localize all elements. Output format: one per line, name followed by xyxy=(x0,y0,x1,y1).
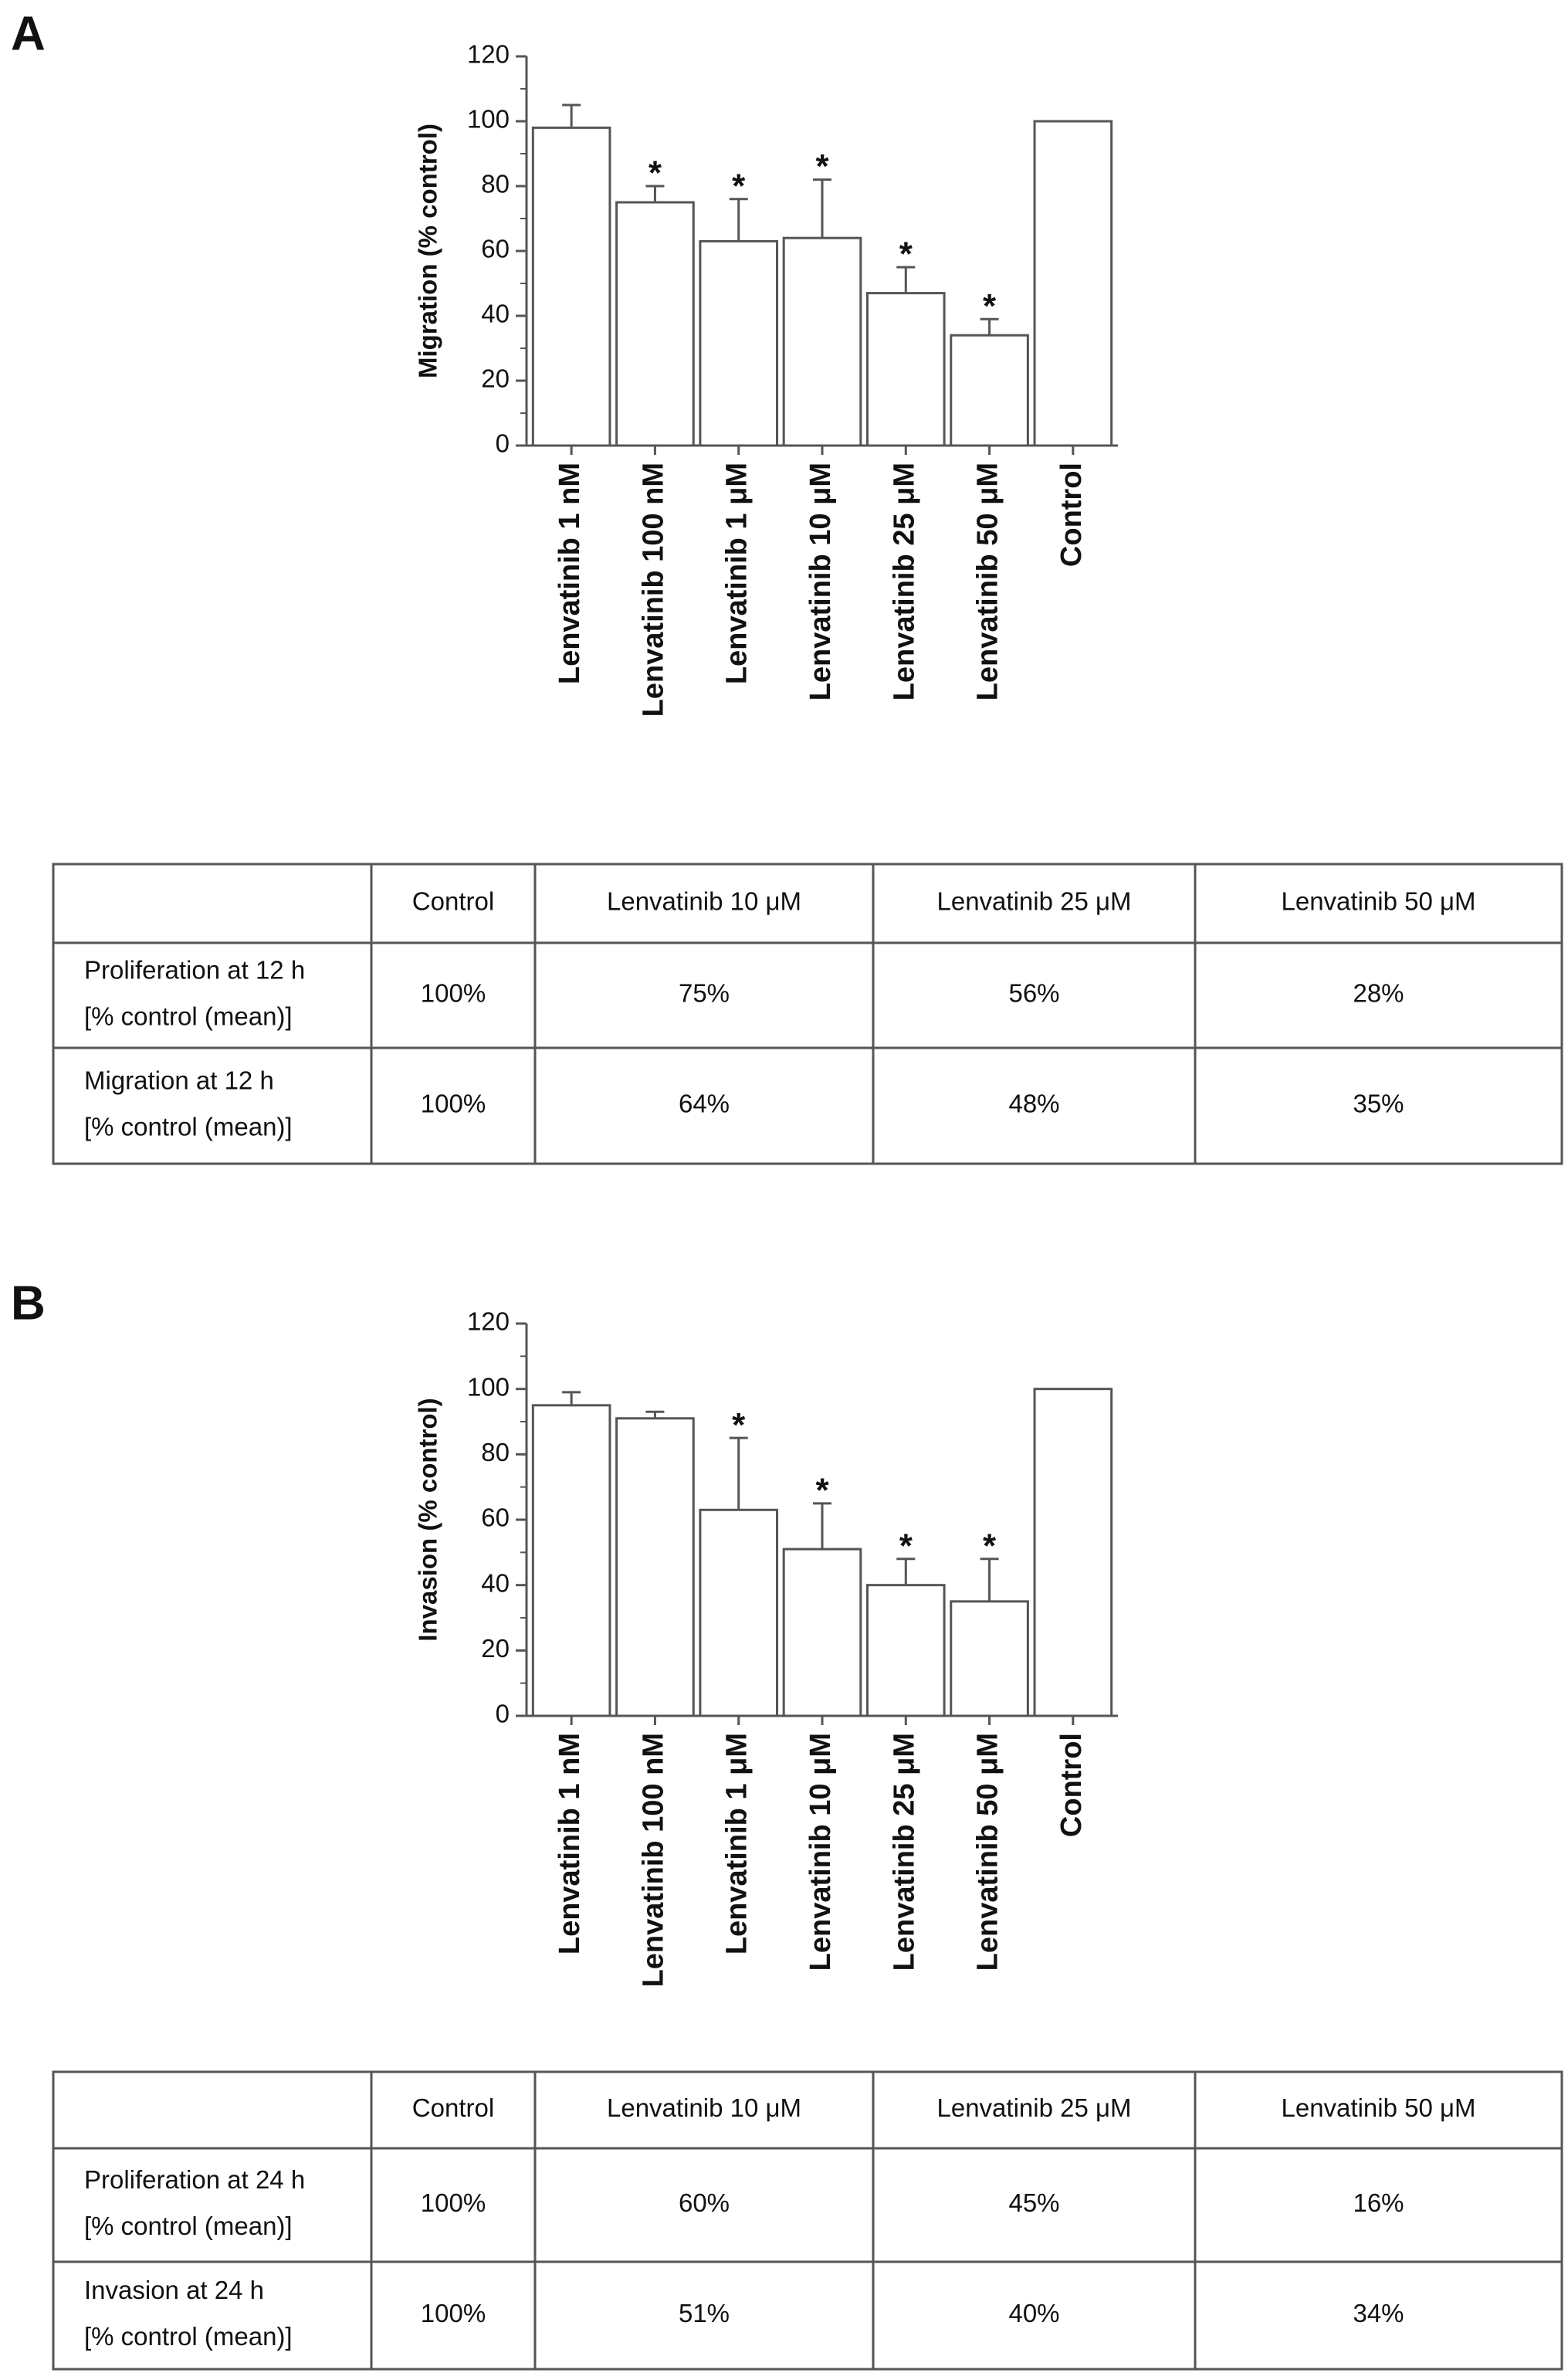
table-cell: 45% xyxy=(1008,2188,1059,2217)
x-tick-label: Lenvatinib 25 μM xyxy=(888,463,920,700)
x-tick-label: Lenvatinib 100 nM xyxy=(637,1733,669,1987)
table-cell: 64% xyxy=(679,1090,730,1118)
y-tick-label: 60 xyxy=(481,1503,510,1532)
x-tick-label: Lenvatinib 10 μM xyxy=(804,463,837,700)
y-tick-label: 20 xyxy=(481,364,510,393)
y-axis-title: Migration (% control) xyxy=(414,124,442,378)
significance-mark: * xyxy=(815,147,829,185)
bar xyxy=(531,1404,611,1717)
x-tick-label: Lenvatinib 1 nM xyxy=(554,463,586,684)
x-tick-label: Control xyxy=(1055,463,1088,567)
significance-mark: * xyxy=(983,1527,997,1564)
y-tick-label: 0 xyxy=(496,1700,510,1728)
row-label: Invasion at 24 h xyxy=(84,2276,264,2304)
significance-mark: * xyxy=(649,154,662,192)
bar xyxy=(950,334,1029,447)
table-header: Lenvatinib 25 μM xyxy=(937,887,1132,916)
y-tick-label: 80 xyxy=(481,1438,510,1466)
row-label: [% control (mean)] xyxy=(84,1113,293,1141)
panel-label: A xyxy=(11,7,46,60)
x-tick-label: Lenvatinib 100 nM xyxy=(637,463,669,717)
x-tick-label: Lenvatinib 25 μM xyxy=(888,1733,920,1971)
table-cell: 100% xyxy=(421,1090,486,1118)
table-header: Lenvatinib 25 μM xyxy=(937,2093,1132,2122)
bar xyxy=(1033,120,1113,447)
table-border xyxy=(52,863,1563,1165)
table-cell: 60% xyxy=(679,2188,730,2217)
bar xyxy=(782,236,862,447)
y-tick-label: 80 xyxy=(481,170,510,198)
bar xyxy=(950,1600,1029,1717)
table-header: Lenvatinib 50 μM xyxy=(1282,887,1476,916)
y-axis-title: Invasion (% control) xyxy=(414,1398,442,1641)
row-label: [% control (mean)] xyxy=(84,1002,293,1031)
table-cell: 100% xyxy=(421,979,486,1008)
row-label: Migration at 12 h xyxy=(84,1066,274,1095)
y-tick-label: 100 xyxy=(467,105,510,134)
panel-label: B xyxy=(11,1276,46,1330)
bar xyxy=(865,292,946,447)
y-tick-label: 100 xyxy=(467,1372,510,1401)
bar xyxy=(1033,1388,1113,1717)
bar xyxy=(865,1584,946,1717)
row-label: Proliferation at 12 h xyxy=(84,956,305,985)
table-header: Lenvatinib 50 μM xyxy=(1282,2093,1476,2122)
y-tick-label: 0 xyxy=(496,429,510,458)
y-tick-label: 40 xyxy=(481,1568,510,1597)
x-tick-label: Lenvatinib 1 nM xyxy=(554,1733,586,1954)
table-header: Lenvatinib 10 μM xyxy=(607,887,801,916)
significance-mark: * xyxy=(899,236,913,273)
table-border xyxy=(52,2070,1563,2371)
x-tick-label: Lenvatinib 50 μM xyxy=(972,463,1004,700)
table-header: Control xyxy=(412,887,494,916)
significance-mark: * xyxy=(732,167,746,205)
bar xyxy=(699,239,779,447)
significance-mark: * xyxy=(732,1406,746,1444)
bar xyxy=(699,1508,779,1717)
table-cell: 75% xyxy=(679,979,730,1008)
table-cell: 56% xyxy=(1008,979,1059,1008)
significance-mark: * xyxy=(983,287,997,325)
table-cell: 34% xyxy=(1353,2299,1404,2327)
table-cell: 28% xyxy=(1353,979,1404,1008)
bar xyxy=(615,201,695,447)
table-cell: 100% xyxy=(421,2188,486,2217)
y-tick-label: 120 xyxy=(467,1307,510,1336)
table-cell: 35% xyxy=(1353,1090,1404,1118)
x-tick-label: Control xyxy=(1055,1733,1088,1837)
table-cell: 40% xyxy=(1008,2299,1059,2327)
table-cell: 51% xyxy=(679,2299,730,2327)
table-header: Lenvatinib 10 μM xyxy=(607,2093,801,2122)
y-tick-label: 120 xyxy=(467,40,510,69)
bar xyxy=(782,1548,862,1717)
row-label: [% control (mean)] xyxy=(84,2212,293,2240)
row-label: [% control (mean)] xyxy=(84,2322,293,2351)
row-label: Proliferation at 24 h xyxy=(84,2165,305,2194)
x-tick-label: Lenvatinib 50 μM xyxy=(972,1733,1004,1971)
table-header: Control xyxy=(412,2093,494,2122)
table-cell: 100% xyxy=(421,2299,486,2327)
table-cell: 48% xyxy=(1008,1090,1059,1118)
significance-mark: * xyxy=(815,1471,829,1509)
bar xyxy=(615,1417,695,1717)
y-tick-label: 20 xyxy=(481,1634,510,1663)
bar xyxy=(531,126,611,447)
x-tick-label: Lenvatinib 10 μM xyxy=(804,1733,837,1971)
y-tick-label: 60 xyxy=(481,235,510,263)
y-tick-label: 40 xyxy=(481,300,510,328)
significance-mark: * xyxy=(899,1527,913,1564)
x-tick-label: Lenvatinib 1 μM xyxy=(721,1733,754,1954)
x-tick-label: Lenvatinib 1 μM xyxy=(721,463,754,684)
table-cell: 16% xyxy=(1353,2188,1404,2217)
